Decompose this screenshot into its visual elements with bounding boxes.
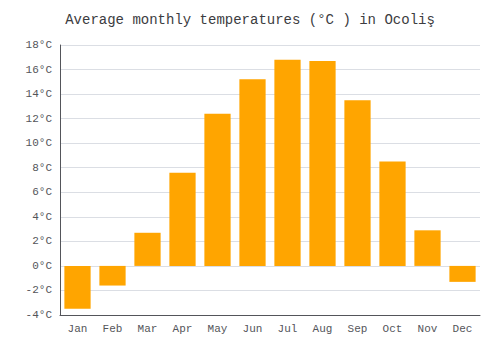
svg-text:Oct: Oct — [383, 323, 403, 335]
svg-text:18°C: 18°C — [26, 39, 53, 51]
svg-text:-4°C: -4°C — [26, 309, 53, 321]
svg-text:Jun: Jun — [243, 323, 263, 335]
svg-text:Average monthly temperatures (: Average monthly temperatures (°C ) in Oc… — [65, 12, 435, 28]
svg-text:Apr: Apr — [173, 323, 193, 335]
svg-text:16°C: 16°C — [26, 64, 53, 76]
svg-text:Nov: Nov — [418, 323, 438, 335]
svg-text:-2°C: -2°C — [26, 284, 53, 296]
svg-text:10°C: 10°C — [26, 137, 53, 149]
svg-text:Sep: Sep — [348, 323, 368, 335]
svg-text:Mar: Mar — [138, 323, 158, 335]
svg-text:14°C: 14°C — [26, 88, 53, 100]
svg-text:May: May — [208, 323, 228, 335]
svg-text:Aug: Aug — [313, 323, 333, 335]
svg-text:Feb: Feb — [103, 323, 123, 335]
svg-text:6°C: 6°C — [32, 186, 52, 198]
svg-text:Jan: Jan — [68, 323, 88, 335]
svg-text:8°C: 8°C — [32, 162, 52, 174]
svg-text:12°C: 12°C — [26, 113, 53, 125]
svg-text:0°C: 0°C — [32, 260, 52, 272]
svg-text:Jul: Jul — [278, 323, 298, 335]
svg-text:4°C: 4°C — [32, 211, 52, 223]
svg-text:Dec: Dec — [453, 323, 473, 335]
svg-text:2°C: 2°C — [32, 235, 52, 247]
